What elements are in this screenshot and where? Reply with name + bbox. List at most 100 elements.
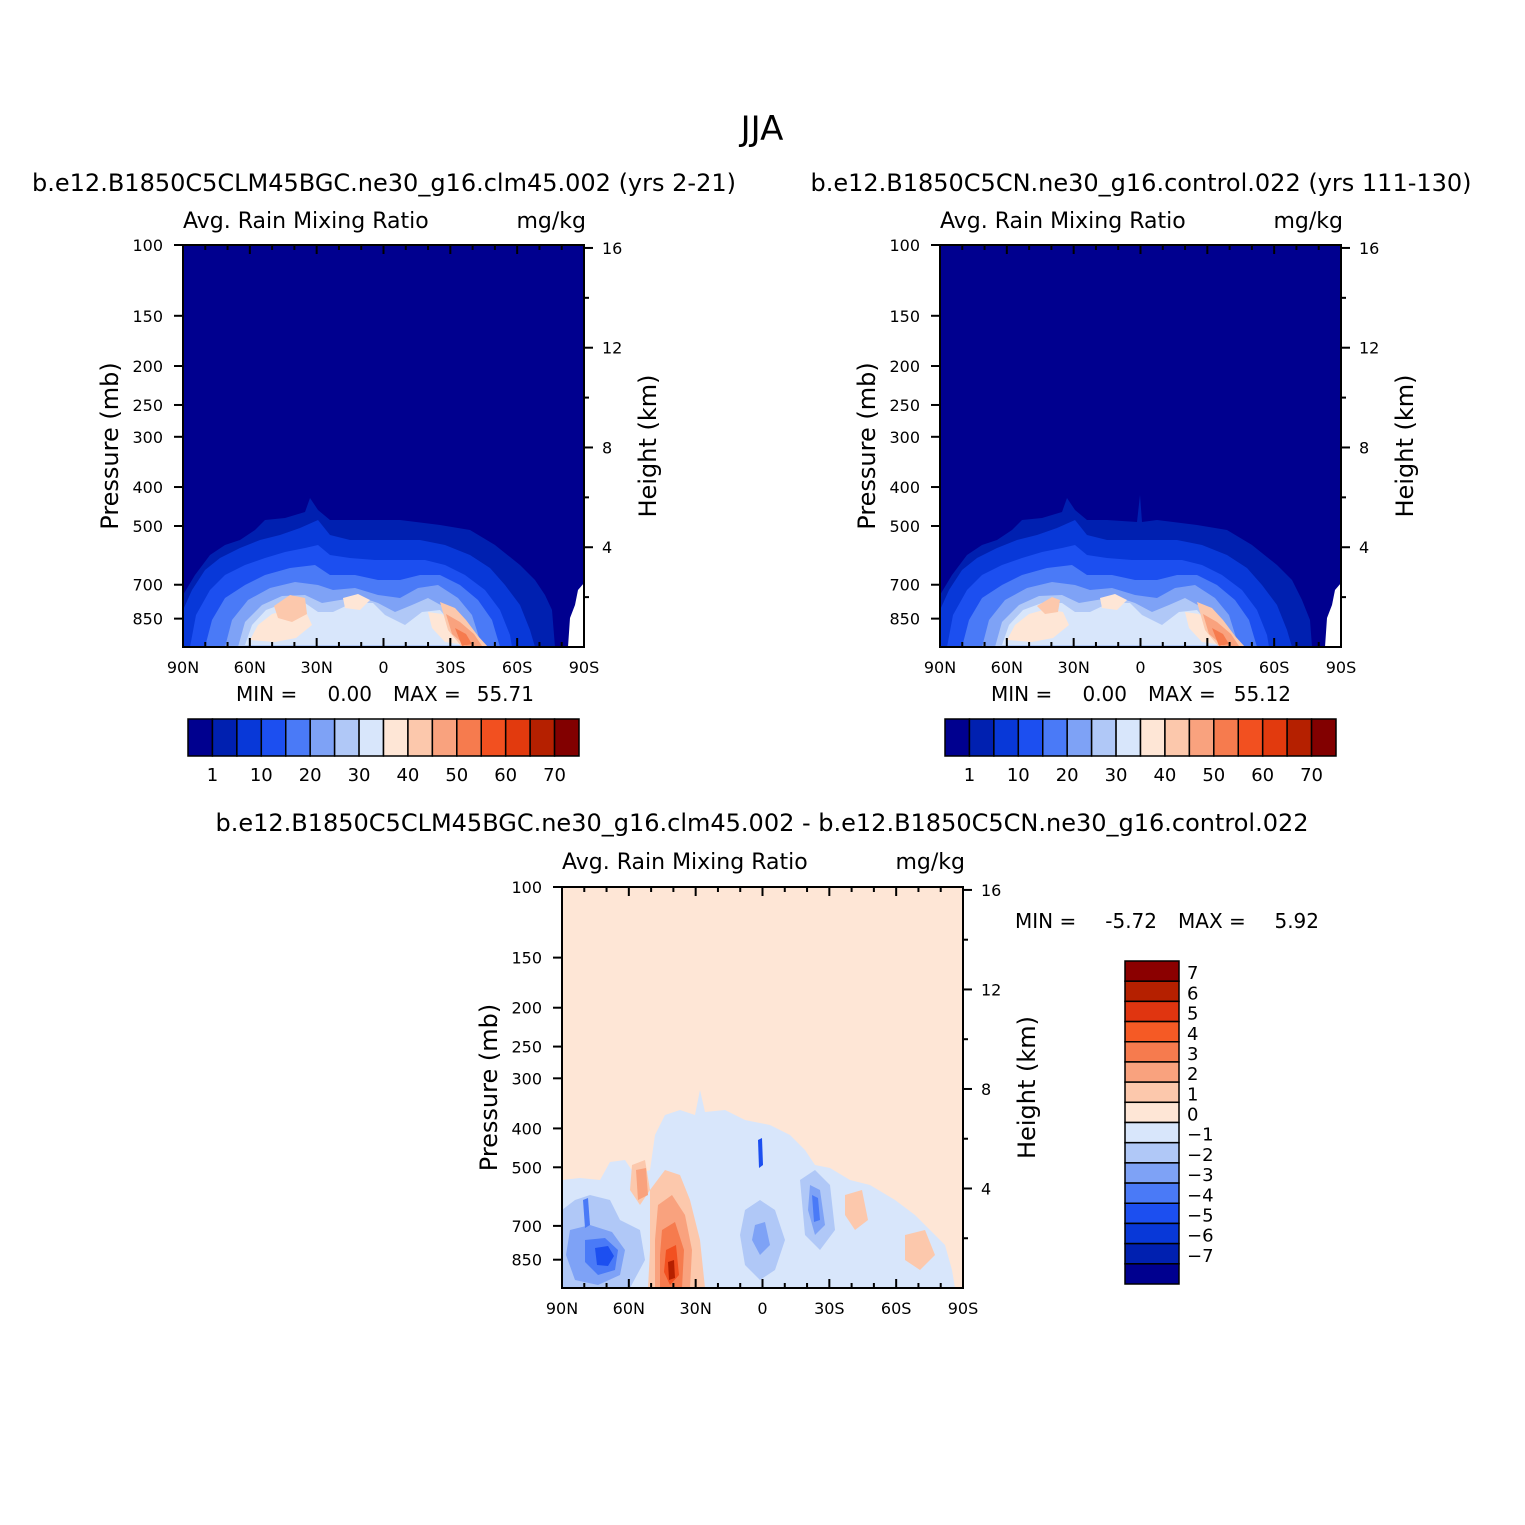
contour-level-mask xyxy=(568,583,584,647)
colorbar-label: 40 xyxy=(1153,765,1176,786)
colorbar-box xyxy=(1066,718,1093,757)
contour-level-9b xyxy=(1197,602,1245,647)
colorbar: 1 10 20 30 40 50 60 70 xyxy=(187,718,580,786)
x-tick-label: 0 xyxy=(1135,658,1145,677)
panel-subtitle: b.e12.B1850C5CN.ne30_g16.control.022 (yr… xyxy=(810,169,1471,197)
contour-level-9b xyxy=(440,602,488,647)
y-tick-label: 100 xyxy=(511,878,542,897)
y-tick-label: 700 xyxy=(511,1217,542,1236)
max-label: MAX = xyxy=(1178,909,1246,933)
x-tick-label: 90S xyxy=(569,658,600,677)
colorbar-label: 30 xyxy=(348,765,371,786)
colorbar-box xyxy=(211,718,238,757)
colorbar-label: −5 xyxy=(1187,1205,1214,1226)
panel-difference: b.e12.B1850C5CLM45BGC.ne30_g16.clm45.002… xyxy=(215,809,1319,1318)
x-tick-label: 30S xyxy=(435,658,466,677)
colorbar-box xyxy=(1188,718,1215,757)
contour-negative-5b xyxy=(758,1138,763,1168)
colorbar-box xyxy=(285,718,311,757)
colorbar-box xyxy=(1124,1121,1180,1144)
y-tick-label: 700 xyxy=(889,576,920,595)
y-tick-label: 500 xyxy=(511,1158,542,1177)
colorbar-label: 50 xyxy=(445,765,468,786)
y-tick-label: 400 xyxy=(511,1119,542,1138)
colorbar-box xyxy=(1115,718,1142,757)
colorbar-label: −4 xyxy=(1187,1185,1214,1206)
colorbar-box xyxy=(1139,718,1166,757)
colorbar-label: 2 xyxy=(1187,1064,1198,1085)
colorbar-box xyxy=(1124,1141,1180,1164)
contour-level-11 xyxy=(1212,628,1229,646)
axes: 90N 60N 30N 0 30S 60S 90S 100 150 200 250 300 400 500… xyxy=(853,236,1419,677)
colorbar-label: 3 xyxy=(1187,1044,1198,1065)
colorbar-box xyxy=(382,718,409,757)
colorbar-box xyxy=(553,718,580,757)
y-tick-label: 200 xyxy=(511,999,542,1018)
axes: 90N 60N 30N 0 30S 60S 90S 100 150 200 250 300 400 500… xyxy=(96,236,662,677)
colorbar-label: −6 xyxy=(1187,1226,1214,1247)
y2-tick-label: 16 xyxy=(981,881,1001,900)
min-value: -5.72 xyxy=(1105,909,1157,933)
y2-axis-label: Height (km) xyxy=(1391,375,1419,518)
y-tick-label: 200 xyxy=(889,357,920,376)
colorbar-box xyxy=(456,718,482,757)
colorbar-box xyxy=(993,718,1020,757)
y2-tick-label: 16 xyxy=(1359,239,1379,258)
x-tick-label: 90N xyxy=(167,658,199,677)
x-tick-label: 60S xyxy=(1259,658,1290,677)
colorbar-box xyxy=(1310,718,1337,757)
colorbar-label: 70 xyxy=(1300,765,1323,786)
contour-level-10 xyxy=(1203,614,1239,646)
colorbar-box xyxy=(1124,1000,1180,1023)
y2-tick-label: 8 xyxy=(981,1080,991,1099)
y2-tick-label: 4 xyxy=(1359,538,1369,557)
contour-field xyxy=(940,245,1341,647)
colorbar-label: 60 xyxy=(494,765,517,786)
colorbar-label: 0 xyxy=(1187,1105,1198,1126)
colorbar-box xyxy=(431,718,458,757)
y-tick-label: 250 xyxy=(132,396,163,415)
panel-title: Avg. Rain Mixing Ratio xyxy=(940,209,1186,234)
contour-level-mask xyxy=(1325,583,1341,647)
contour-negative-5 xyxy=(595,1246,614,1266)
colorbar-label: 60 xyxy=(1251,765,1274,786)
x-tick-label: 30N xyxy=(680,1299,712,1318)
axes: 90N 60N 30N 0 30S 60S 90S 100 150 200 250 300 400 500… xyxy=(475,878,1041,1318)
colorbar-box xyxy=(1017,718,1044,757)
max-value: 55.71 xyxy=(477,682,534,706)
y-tick-label: 150 xyxy=(889,307,920,326)
colorbar-label: 6 xyxy=(1187,983,1198,1004)
colorbar-label: 20 xyxy=(1056,765,1079,786)
y2-tick-label: 4 xyxy=(981,1179,991,1198)
colorbar-box xyxy=(187,718,214,757)
colorbar-label: 1 xyxy=(964,765,975,786)
colorbar-box xyxy=(1124,980,1180,1003)
x-tick-label: 30S xyxy=(814,1299,845,1318)
colorbar-label: 7 xyxy=(1187,963,1198,984)
colorbar-box xyxy=(333,718,360,757)
colorbar-label: −1 xyxy=(1187,1125,1214,1146)
y2-tick-label: 12 xyxy=(602,339,622,358)
contour-positive-1d xyxy=(905,1230,935,1270)
colorbar-box xyxy=(1124,1101,1180,1124)
colorbar-label: 1 xyxy=(1187,1084,1198,1105)
y-tick-label: 150 xyxy=(132,307,163,326)
colorbar-box xyxy=(1124,1020,1180,1043)
y-tick-label: 150 xyxy=(511,949,542,968)
colorbar-box xyxy=(1042,718,1068,757)
contour-positive-1c xyxy=(845,1190,868,1230)
x-tick-label: 60N xyxy=(234,658,266,677)
colorbar-label: −7 xyxy=(1187,1246,1214,1267)
contour-negative-4c xyxy=(812,1195,820,1222)
colorbar-box xyxy=(1124,1222,1180,1245)
y2-tick-label: 8 xyxy=(602,438,612,457)
contour-negative-3c xyxy=(752,1222,770,1255)
colorbar-box xyxy=(1164,718,1191,757)
colorbar-box xyxy=(529,718,556,757)
max-label: MAX = xyxy=(393,682,461,706)
colorbar-label: 30 xyxy=(1105,765,1128,786)
colorbar-label: 20 xyxy=(299,765,322,786)
colorbar-box xyxy=(1286,718,1313,757)
colorbar-label: 4 xyxy=(1187,1024,1198,1045)
colorbar-box xyxy=(1124,1202,1180,1225)
